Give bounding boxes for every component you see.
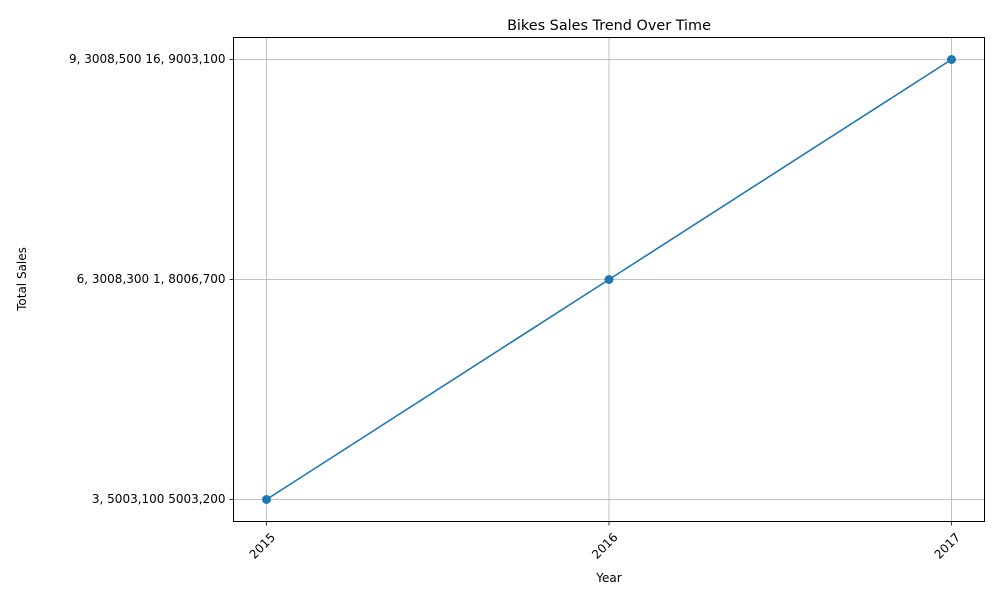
x-tick-label: 2016 — [589, 530, 620, 561]
x-tick-label: 2015 — [247, 530, 278, 561]
y-tick-label: 3, 5003,100 5003,200 — [92, 492, 226, 506]
series-layer — [262, 55, 956, 504]
x-axis-ticks: 2015 2016 2017 — [247, 521, 963, 562]
data-point-2016 — [604, 275, 614, 284]
data-point-2015 — [262, 495, 271, 504]
chart-title: Bikes Sales Trend Over Time — [507, 18, 711, 34]
y-tick-label: 9, 3008,500 16, 9003,100 — [69, 52, 226, 66]
y-axis-ticks: 3, 5003,100 5003,200 6, 3008,300 1, 8006,… — [69, 52, 234, 506]
y-axis-label: Total Sales — [15, 247, 29, 312]
y-tick-label: 6, 3008,300 1, 8006,700 — [77, 272, 226, 286]
x-tick-label: 2017 — [932, 530, 963, 561]
data-point-2017 — [947, 55, 956, 64]
x-axis-label: Year — [595, 571, 621, 585]
